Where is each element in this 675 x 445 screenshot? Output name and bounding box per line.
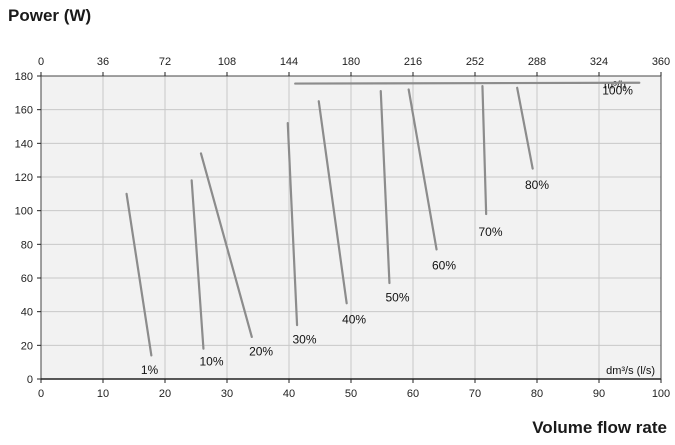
x2-tick-label: 360	[652, 56, 670, 68]
x-tick-label: 30	[221, 388, 233, 400]
x2-tick-label: 324	[590, 56, 608, 68]
y-tick-label: 80	[21, 239, 33, 251]
series-line-60pct	[407, 88, 438, 251]
y-tick-label: 0	[27, 374, 33, 386]
series-line-30pct	[286, 122, 299, 327]
x2-tick-label: 180	[342, 56, 360, 68]
series-label-1pct: 1%	[141, 363, 159, 377]
series-line-70pct	[481, 84, 488, 216]
series-label-70pct: 70%	[478, 225, 502, 239]
series-label-100pct: 100%	[602, 84, 633, 98]
series-label-60pct: 60%	[432, 259, 456, 273]
x2-tick-label: 216	[404, 56, 422, 68]
y-tick-label: 20	[21, 340, 33, 352]
x-tick-label: 100	[652, 388, 670, 400]
series-label-80pct: 80%	[525, 178, 549, 192]
x-tick-label: 60	[407, 388, 419, 400]
series-line-80pct	[516, 86, 534, 170]
x-tick-label: 70	[469, 388, 481, 400]
x-tick-label: 20	[159, 388, 171, 400]
x-axis-title: Volume flow rate	[532, 418, 667, 437]
series-line-20pct	[199, 152, 253, 339]
x-tick-label: 80	[531, 388, 543, 400]
series-label-10pct: 10%	[199, 355, 223, 369]
series-label-40pct: 40%	[342, 312, 366, 326]
x2-tick-label: 36	[97, 56, 109, 68]
x-tick-label: 10	[97, 388, 109, 400]
series-label-50pct: 50%	[385, 291, 409, 305]
x2-tick-label: 72	[159, 56, 171, 68]
x2-tick-label: 252	[466, 56, 484, 68]
x-unit-label: dm³/s (l/s)	[606, 365, 655, 377]
x2-tick-label: 144	[280, 56, 298, 68]
series-line-1pct	[125, 192, 153, 357]
y-tick-label: 160	[15, 105, 33, 117]
series-line-10pct	[190, 179, 205, 350]
x-tick-label: 50	[345, 388, 357, 400]
x2-tick-label: 108	[218, 56, 236, 68]
y-tick-label: 180	[15, 71, 33, 83]
series-label-20pct: 20%	[249, 344, 273, 358]
series-line-40pct	[317, 100, 348, 305]
label-layer: 1% 10% 20% 30% 40% 50% 60% 70% 80% 100%	[141, 84, 633, 377]
series-layer	[125, 81, 641, 357]
y-axis-title: Power (W)	[8, 6, 92, 25]
series-label-30pct: 30%	[292, 333, 316, 347]
x2-tick-label: 0	[38, 56, 44, 68]
grid-layer	[40, 75, 662, 380]
x-tick-label: 40	[283, 388, 295, 400]
x-tick-label: 0	[38, 388, 44, 400]
x2-tick-label: 288	[528, 56, 546, 68]
series-line-100pct	[294, 81, 641, 85]
axis-layer: 0 10 20 30 40 50 60 70 80 90 100 0 36 72 108 144 180 216 2…	[15, 56, 671, 400]
y-tick-label: 120	[15, 172, 33, 184]
series-line-50pct	[379, 90, 391, 285]
y-tick-label: 140	[15, 138, 33, 150]
x-tick-label: 90	[593, 388, 605, 400]
y-tick-label: 60	[21, 273, 33, 285]
y-tick-label: 100	[15, 206, 33, 218]
y-tick-label: 40	[21, 307, 33, 319]
